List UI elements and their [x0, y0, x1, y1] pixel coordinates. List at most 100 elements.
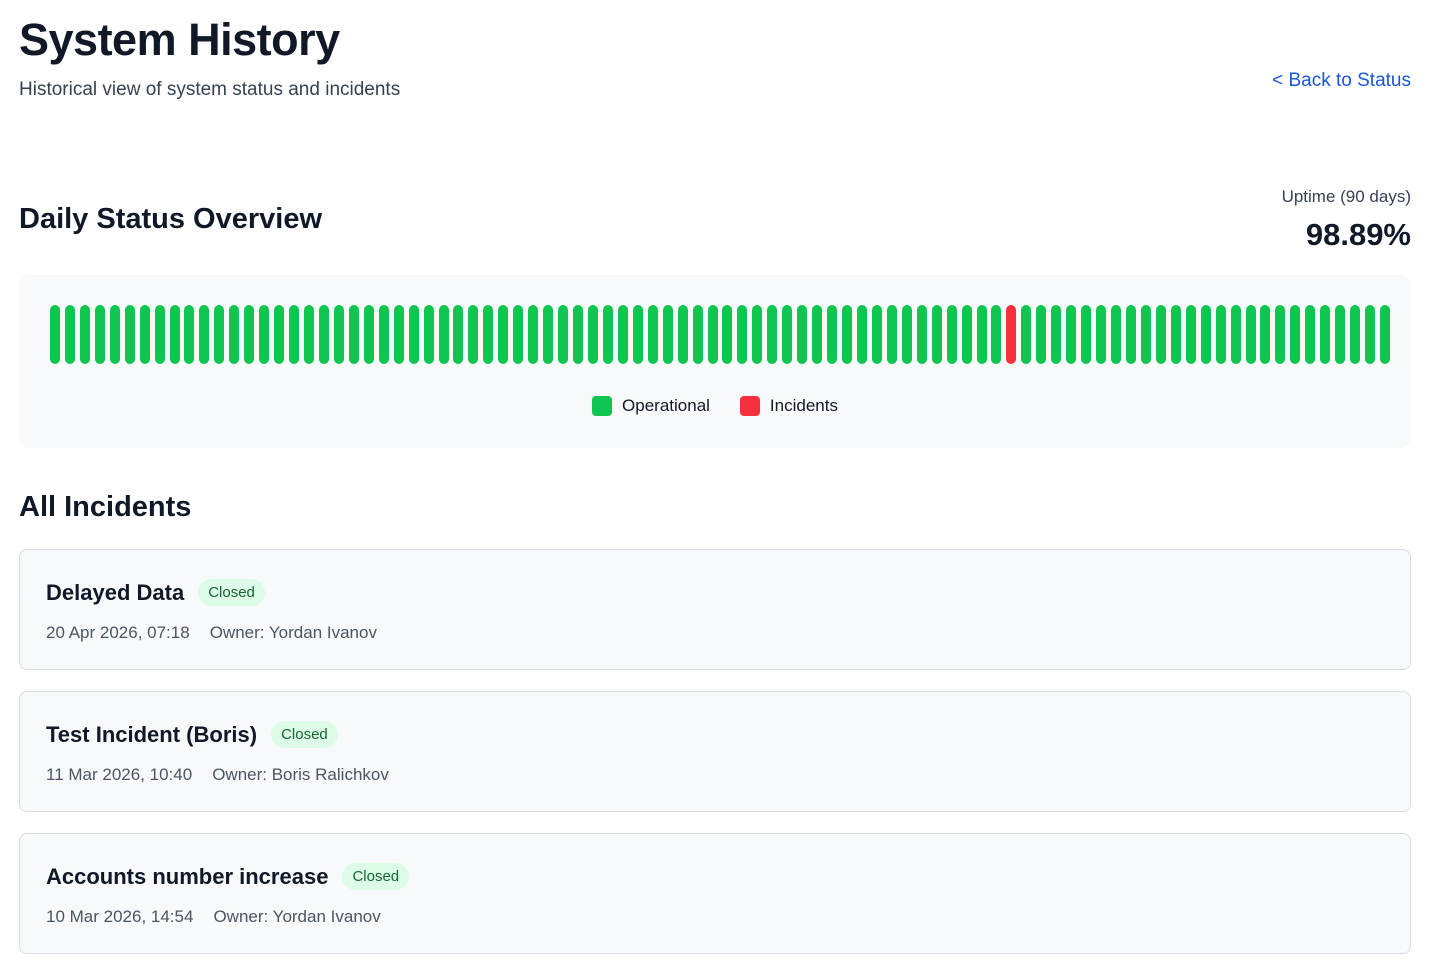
- day-bar: [1125, 305, 1136, 364]
- day-bar: [1066, 305, 1077, 364]
- day-bar: [169, 305, 180, 364]
- day-bar: [1081, 305, 1092, 364]
- incident-title: Delayed Data: [46, 579, 185, 605]
- day-bar: [199, 305, 210, 364]
- day-bar: [483, 305, 494, 364]
- day-bar: [946, 305, 957, 364]
- section-title: Daily Status Overview: [19, 203, 323, 235]
- day-bar: [901, 305, 912, 364]
- day-bar: [573, 305, 584, 364]
- incident-card[interactable]: Accounts number increase Closed 10 Mar 202…: [19, 833, 1411, 954]
- incident-header: Test Incident (Boris) Closed: [46, 721, 338, 748]
- incident-card[interactable]: Test Incident (Boris) Closed 11 Mar 2026, …: [19, 691, 1411, 812]
- day-bar: [617, 305, 628, 364]
- day-bar: [1140, 305, 1151, 364]
- uptime-label: Uptime (90 days): [1281, 187, 1411, 206]
- day-bar: [528, 305, 539, 364]
- day-bar: [602, 305, 613, 364]
- day-bar: [94, 305, 105, 364]
- incident-title: Accounts number increase: [46, 863, 329, 889]
- day-bar: [1111, 305, 1121, 364]
- day-bar: [662, 305, 673, 364]
- legend-item: Incidents: [739, 396, 838, 416]
- incident-header: Delayed Data Closed: [46, 579, 265, 606]
- day-bar: [842, 305, 853, 364]
- day-bar: [543, 305, 554, 364]
- day-bar: [1155, 305, 1166, 364]
- uptime-value: 98.89%: [1305, 217, 1411, 252]
- legend: Operational Incidents: [19, 396, 1411, 416]
- day-bar: [812, 305, 823, 364]
- incident-date: 11 Mar 2026, 10:40: [46, 765, 193, 784]
- day-bar: [50, 305, 60, 364]
- day-bar: [214, 305, 225, 364]
- day-bar: [886, 305, 897, 364]
- day-bar: [393, 305, 404, 364]
- status-panel: Operational Incidents: [19, 275, 1411, 448]
- legend-item: Operational: [592, 396, 710, 416]
- incident-meta: 11 Mar 2026, 10:40 Owner: Boris Ralichkov: [46, 765, 389, 785]
- day-bar: [558, 305, 569, 364]
- incident-date: 20 Apr 2026, 07:18: [46, 623, 190, 642]
- section-title: All Incidents: [19, 491, 192, 523]
- day-bar: [782, 305, 793, 364]
- day-bar: [259, 305, 270, 364]
- day-bar: [1096, 305, 1107, 364]
- day-bar: [1215, 305, 1226, 364]
- incident-owner: Owner: Yordan Ivanov: [213, 907, 381, 926]
- page-subtitle: Historical view of system status and inc…: [19, 79, 401, 100]
- day-bar: [647, 305, 658, 364]
- day-bar: [722, 305, 733, 364]
- day-bar: [274, 305, 285, 364]
- day-bar: [64, 305, 75, 364]
- incident-owner: Owner: Boris Ralichkov: [212, 765, 389, 784]
- incident-owner: Owner: Yordan Ivanov: [209, 623, 377, 642]
- back-link[interactable]: < Back to Status: [1272, 70, 1411, 91]
- day-bar: [931, 305, 942, 364]
- day-bar: [1320, 305, 1331, 364]
- day-bar: [1275, 305, 1286, 364]
- day-bar: [707, 305, 718, 364]
- day-bar: [856, 305, 867, 364]
- incident-date: 10 Mar 2026, 14:54: [46, 907, 194, 926]
- day-bar: [408, 305, 419, 364]
- day-bar: [767, 305, 778, 364]
- legend-swatch: [592, 396, 613, 416]
- incident-title: Test Incident (Boris): [46, 721, 258, 747]
- incident-header: Accounts number increase Closed: [46, 863, 410, 890]
- day-bar: [438, 305, 449, 364]
- day-bar: [1185, 305, 1196, 364]
- day-bar: [229, 305, 240, 364]
- day-bar: [737, 305, 748, 364]
- incident-meta: 20 Apr 2026, 07:18 Owner: Yordan Ivanov: [46, 623, 377, 643]
- day-bar: [1245, 305, 1256, 364]
- day-bar: [304, 305, 315, 364]
- day-bar: [1170, 305, 1181, 364]
- day-bar: [961, 305, 972, 364]
- incident-card[interactable]: Delayed Data Closed 20 Apr 2026, 07:18 Owne…: [19, 549, 1411, 670]
- day-bar: [513, 305, 524, 364]
- day-bar: [363, 305, 374, 364]
- day-bar: [871, 305, 882, 364]
- day-bar: [1006, 305, 1017, 364]
- day-bar: [827, 305, 838, 364]
- day-bar: [916, 305, 927, 364]
- day-bar: [632, 305, 643, 364]
- day-bar: [468, 305, 479, 364]
- day-bar: [1036, 305, 1047, 364]
- day-bar: [1305, 305, 1316, 364]
- legend-swatch: [739, 396, 760, 416]
- day-bar: [79, 305, 90, 364]
- legend-label: Incidents: [769, 396, 838, 415]
- day-bar: [976, 305, 987, 364]
- status-badge: Closed: [342, 863, 410, 890]
- day-bar: [244, 305, 255, 364]
- day-bar: [1200, 305, 1211, 364]
- day-bar: [1380, 305, 1390, 364]
- day-bar: [139, 305, 150, 364]
- day-bar: [1335, 305, 1346, 364]
- day-bar: [318, 305, 329, 364]
- day-bar: [1021, 305, 1032, 364]
- status-badge: Closed: [198, 579, 265, 606]
